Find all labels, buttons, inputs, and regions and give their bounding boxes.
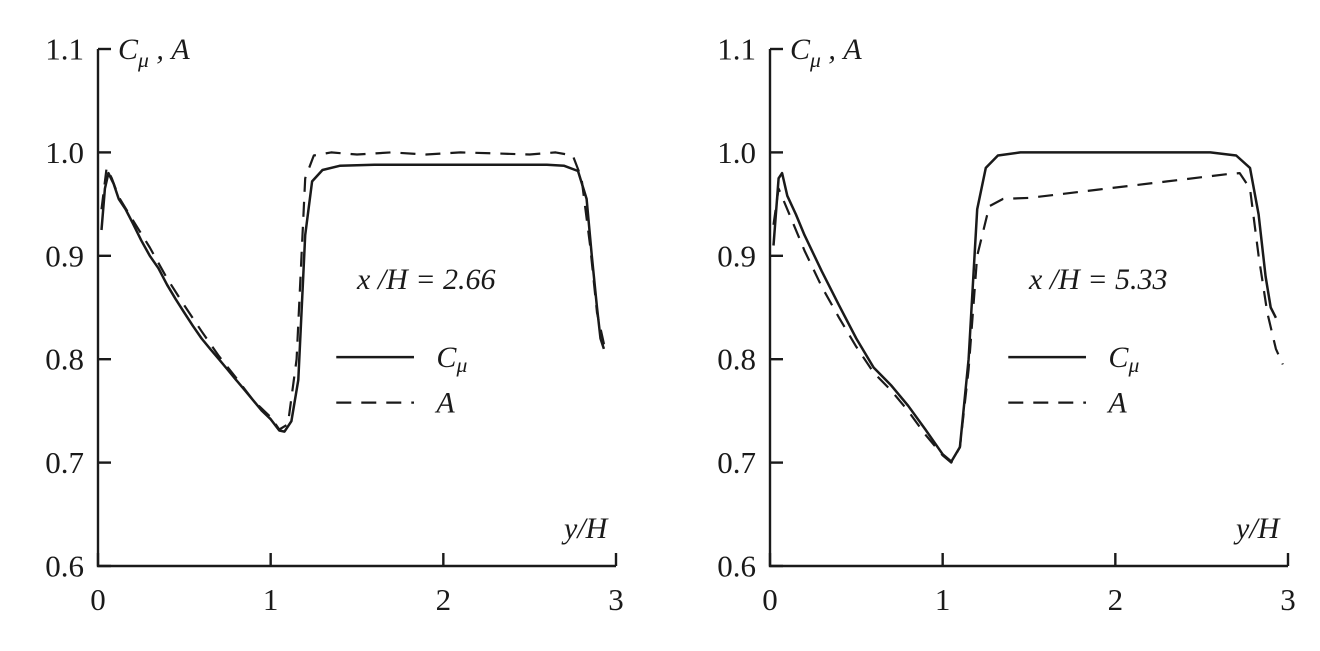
x-tick-label: 0 — [90, 582, 106, 617]
y-tick-label: 0.9 — [717, 238, 756, 273]
annotation-station: x /H = 5.33 — [1028, 263, 1168, 296]
y-tick-label: 0.8 — [717, 342, 756, 377]
y-tick-label: 0.7 — [45, 445, 84, 480]
annotation-station: x /H = 2.66 — [356, 263, 496, 296]
y-tick-label: 0.9 — [45, 238, 84, 273]
x-axis-label: y/H — [1233, 512, 1282, 545]
y-tick-label: 0.7 — [717, 445, 756, 480]
y-tick-label: 0.6 — [717, 549, 756, 584]
x-axis-label: y/H — [561, 512, 610, 545]
y-tick-label: 1.1 — [717, 32, 756, 67]
x-tick-label: 2 — [1108, 582, 1124, 617]
legend-label: Cμ — [1108, 341, 1139, 378]
chart-left: 0.6 0.7 0.8 0.9 1.0 1.1 0 1 2 3 Cμ , A y/H x /H = 2.… — [6, 3, 642, 648]
x-tick-label: 0 — [762, 582, 778, 617]
axis-line — [96, 49, 616, 568]
series-solid-Cmu — [100, 163, 606, 433]
series-dashed-A — [772, 172, 1284, 464]
legend-label: Cμ — [436, 341, 467, 378]
legend-label: A — [1106, 386, 1127, 419]
y-tick-label: 1.0 — [717, 135, 756, 170]
series-dashed-A — [100, 151, 610, 431]
y-tick-label: 1.1 — [45, 32, 84, 67]
y-tick-label: 0.6 — [45, 549, 84, 584]
y-axis-title: Cμ , A — [790, 33, 862, 72]
x-tick-label: 1 — [263, 582, 279, 617]
chart-right: 0.6 0.7 0.8 0.9 1.0 1.1 0 1 2 3 Cμ , A y/H x /H = 5.… — [678, 3, 1314, 648]
legend-label: A — [434, 386, 455, 419]
x-tick-label: 3 — [608, 582, 624, 617]
x-tick-label: 2 — [436, 582, 452, 617]
x-tick-label: 1 — [935, 582, 951, 617]
x-tick-label: 3 — [1280, 582, 1296, 617]
y-axis-title: Cμ , A — [118, 33, 190, 72]
y-tick-label: 0.8 — [45, 342, 84, 377]
axis-line — [768, 49, 1288, 568]
y-tick-label: 1.0 — [45, 135, 84, 170]
